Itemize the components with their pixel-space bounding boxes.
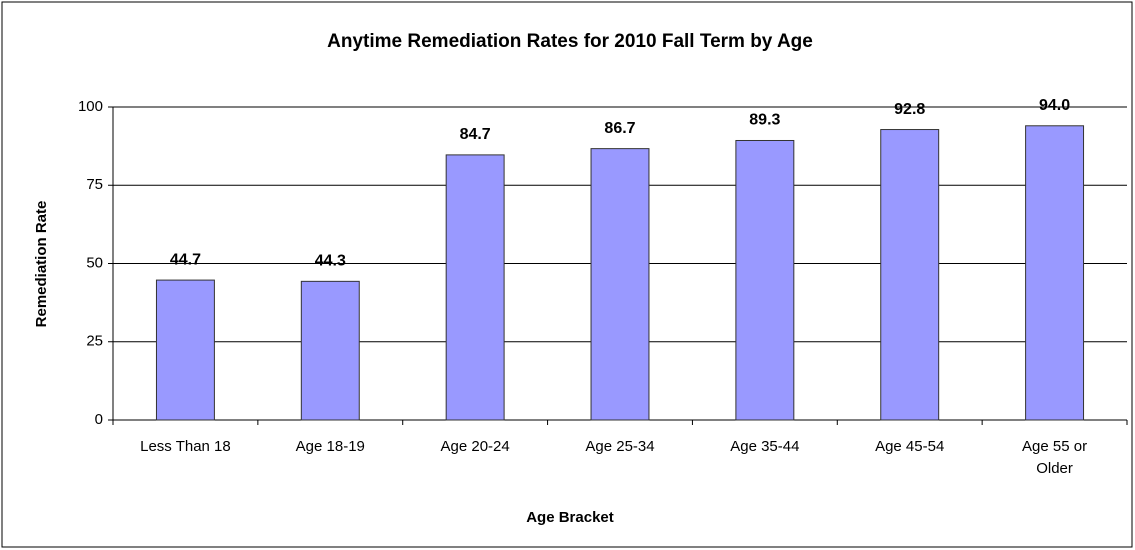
y-axis-label: Remediation Rate — [33, 201, 50, 328]
x-tick-label: Age 20-24 — [440, 438, 510, 455]
y-tick-label: 50 — [86, 254, 103, 271]
x-axis-label: Age Bracket — [526, 509, 614, 526]
x-tick-label: Less Than 18 — [140, 438, 231, 455]
y-tick-label: 100 — [78, 98, 103, 115]
x-tick-label: Age 18-19 — [295, 438, 365, 455]
bar — [155, 279, 215, 421]
data-label: 44.7 — [170, 251, 201, 268]
y-tick-label: 75 — [86, 176, 103, 193]
chart-title: Anytime Remediation Rates for 2010 Fall … — [327, 31, 813, 52]
x-tick-label: Age 35-44 — [730, 438, 800, 455]
data-label: 94.0 — [1039, 97, 1070, 114]
bar — [445, 154, 505, 421]
data-label: 84.7 — [460, 126, 491, 143]
y-tick-label: 0 — [95, 411, 103, 428]
data-label: 89.3 — [749, 112, 780, 129]
x-tick-label: Age 55 or Older — [1022, 438, 1088, 477]
data-label: 44.3 — [315, 253, 346, 270]
bar — [1025, 125, 1085, 421]
bar — [735, 139, 795, 421]
bar — [300, 280, 360, 421]
data-label: 86.7 — [604, 120, 635, 137]
x-tick-label: Age 25-34 — [585, 438, 655, 455]
data-label: 92.8 — [894, 101, 925, 118]
x-tick-label: Age 45-54 — [875, 438, 945, 455]
bar — [590, 148, 650, 421]
bar — [880, 129, 940, 421]
y-tick-label: 25 — [86, 333, 103, 350]
